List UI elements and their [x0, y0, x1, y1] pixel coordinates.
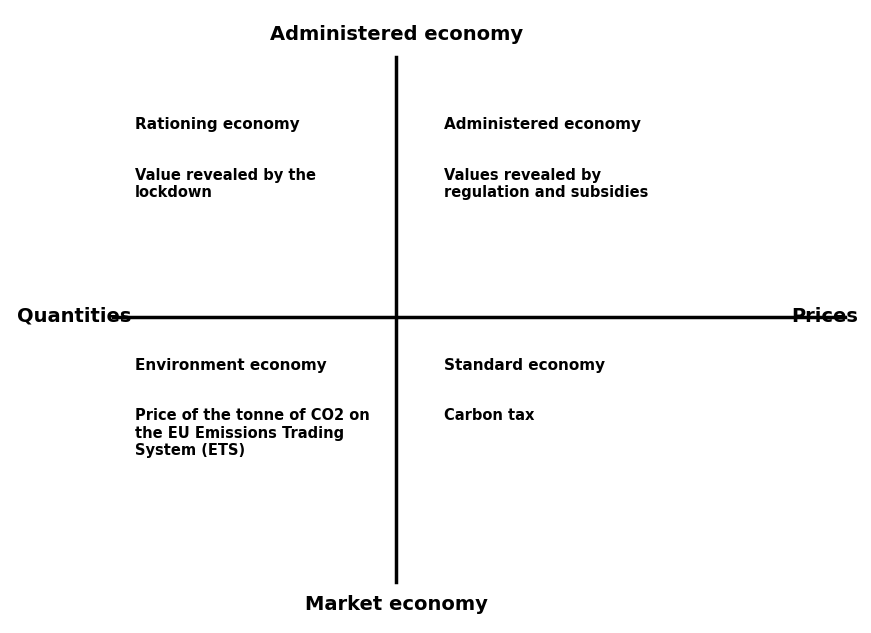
Text: Standard economy: Standard economy: [444, 358, 605, 373]
Text: Values revealed by
regulation and subsidies: Values revealed by regulation and subsid…: [444, 168, 649, 200]
Text: Carbon tax: Carbon tax: [444, 408, 535, 423]
Text: Environment economy: Environment economy: [135, 358, 327, 373]
Text: Value revealed by the
lockdown: Value revealed by the lockdown: [135, 168, 316, 200]
Text: Administered economy: Administered economy: [270, 25, 523, 44]
Text: Market economy: Market economy: [305, 595, 488, 614]
Text: Rationing economy: Rationing economy: [135, 117, 300, 132]
Text: Administered economy: Administered economy: [444, 117, 641, 132]
Text: Prices: Prices: [791, 307, 858, 326]
Text: Quantities: Quantities: [17, 307, 132, 326]
Text: Price of the tonne of CO2 on
the EU Emissions Trading
System (ETS): Price of the tonne of CO2 on the EU Emis…: [135, 408, 370, 458]
